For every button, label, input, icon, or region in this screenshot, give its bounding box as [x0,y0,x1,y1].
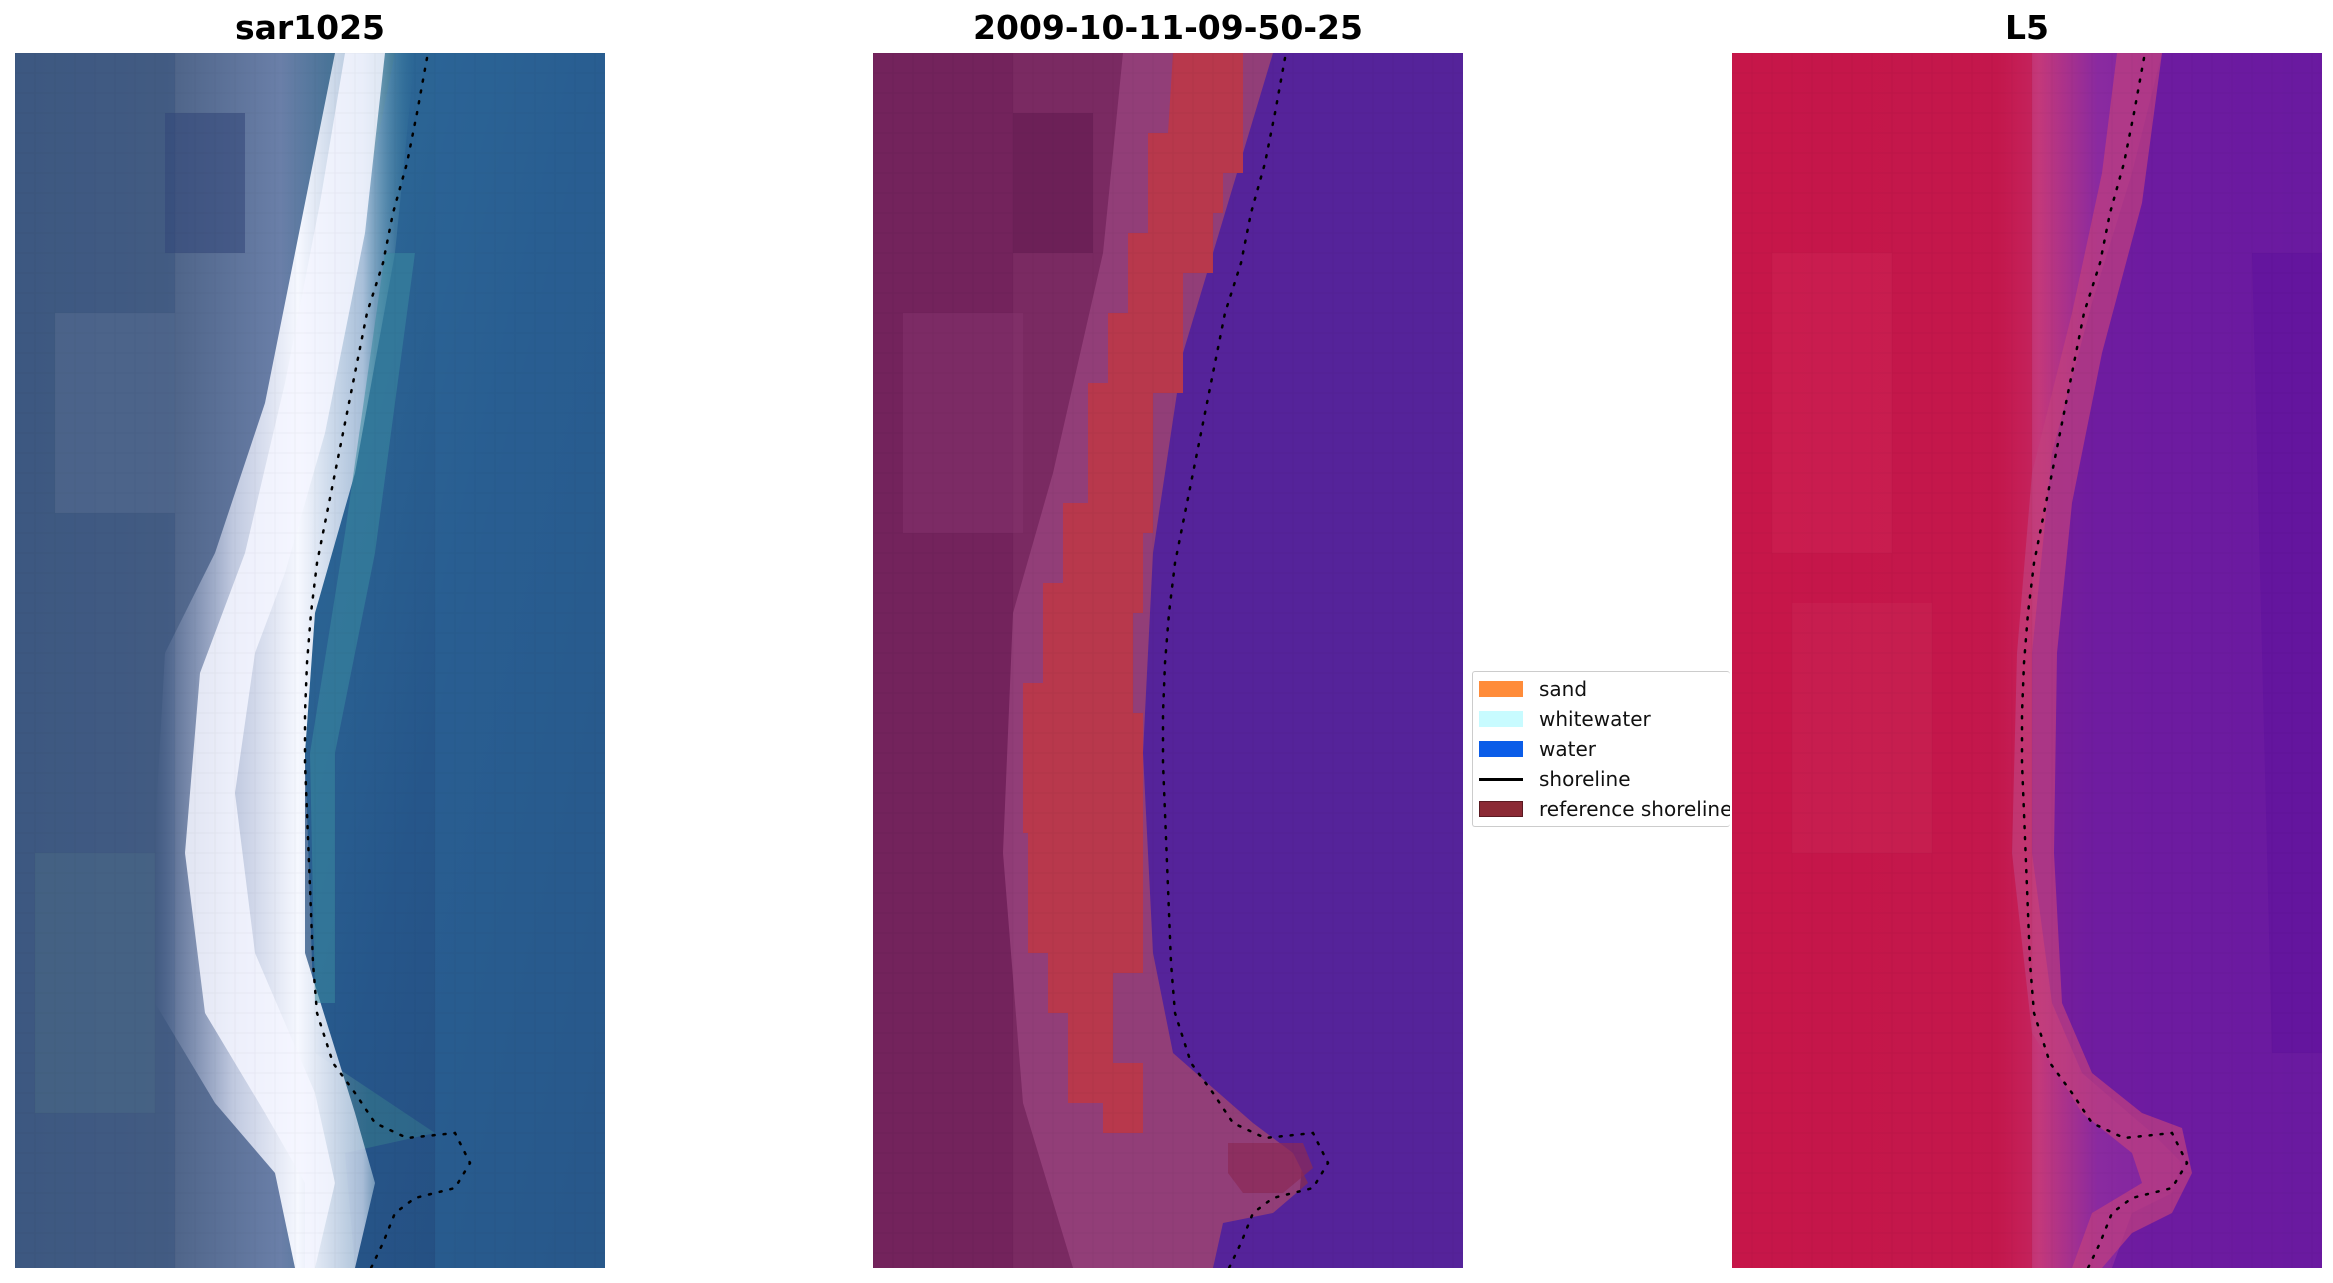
legend-item-sand: sand [1479,677,1730,701]
rgb-image [15,53,605,1268]
legend-swatch-reference-shoreline [1479,801,1523,817]
index-panel [1732,53,2322,1268]
index-image [1732,53,2322,1268]
legend-item-water: water [1479,737,1730,761]
legend-swatch-water [1479,741,1523,757]
legend-label-shoreline: shoreline [1539,767,1631,791]
legend-swatch-sand [1479,681,1523,697]
legend-line-shoreline [1479,771,1523,787]
classification-image [873,53,1463,1268]
rgb-image-panel [15,53,605,1268]
legend-swatch-whitewater [1479,711,1523,727]
shoreline-dots [303,56,472,1268]
shoreline-dots [2020,56,2189,1268]
legend-item-reference-shoreline: reference shoreline [1479,797,1730,821]
panel-title-index: L5 [2005,8,2049,47]
legend-label-sand: sand [1539,677,1588,701]
legend-label-whitewater: whitewater [1539,707,1651,731]
classification-panel [873,53,1463,1268]
legend-item-whitewater: whitewater [1479,707,1730,731]
panel-title-classification: 2009-10-11-09-50-25 [973,8,1363,47]
legend: sand whitewater water shoreline referenc… [1472,671,1730,827]
legend-label-water: water [1539,737,1596,761]
legend-item-shoreline: shoreline [1479,767,1730,791]
shoreline-dots [1161,56,1330,1268]
panel-title-rgb: sar1025 [234,8,386,47]
legend-label-reference-shoreline: reference shoreline [1539,797,1730,821]
